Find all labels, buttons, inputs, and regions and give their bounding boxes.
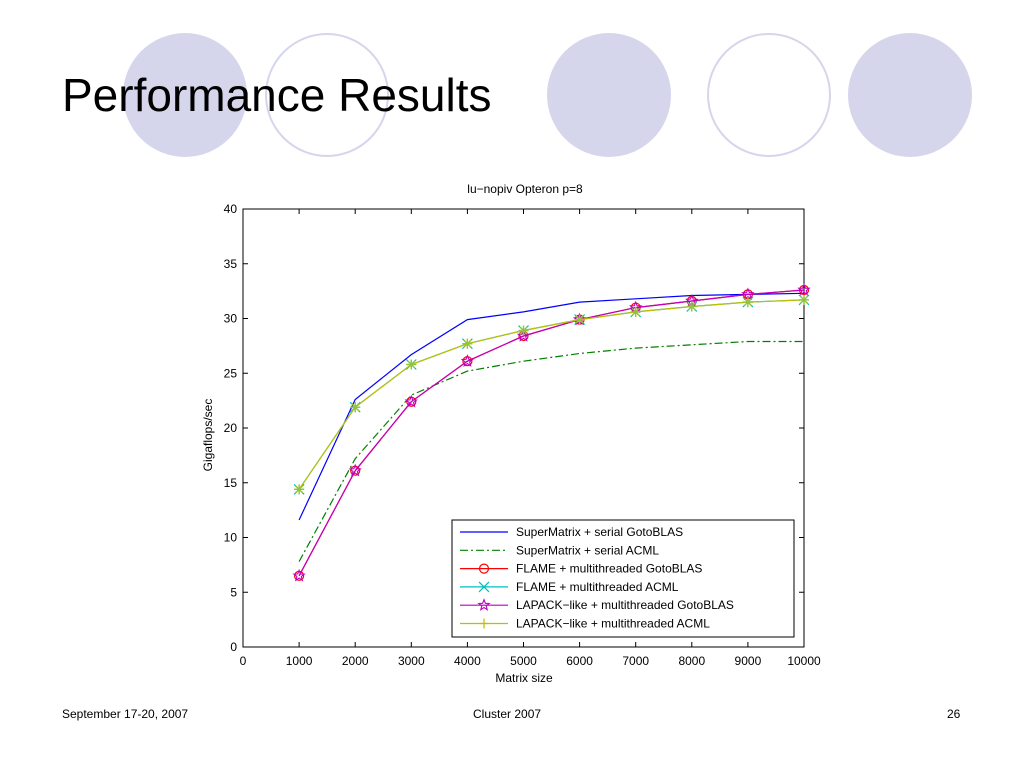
extra-markers bbox=[294, 294, 809, 495]
legend-label: SuperMatrix + serial GotoBLAS bbox=[516, 525, 683, 539]
legend-label: SuperMatrix + serial ACML bbox=[516, 543, 659, 557]
series-line bbox=[298, 292, 805, 521]
decor-circle-1 bbox=[123, 33, 247, 157]
x-tick-label: 2000 bbox=[342, 654, 369, 668]
legend-marker bbox=[478, 581, 490, 593]
legend-label: LAPACK−like + multithreaded ACML bbox=[516, 617, 710, 631]
data-point bbox=[462, 338, 473, 349]
data-point bbox=[404, 394, 419, 408]
legend-marker bbox=[477, 598, 491, 611]
legend-marker bbox=[479, 618, 489, 629]
series-2 bbox=[298, 340, 804, 562]
data-point bbox=[516, 328, 531, 342]
legend: SuperMatrix + serial GotoBLAS SuperMatrix… bbox=[451, 519, 795, 638]
data-point bbox=[686, 301, 697, 312]
x-tick-label: 0 bbox=[240, 654, 247, 668]
legend-box bbox=[451, 519, 795, 638]
x-tick-label: 3000 bbox=[398, 654, 425, 668]
series-1 bbox=[298, 292, 805, 521]
decor-ring-1 bbox=[265, 33, 389, 157]
decor-ring-2 bbox=[707, 33, 831, 157]
x-axis-label: Matrix size bbox=[495, 671, 553, 685]
x-tick-label: 7000 bbox=[622, 654, 649, 668]
data-point bbox=[574, 314, 585, 325]
y-tick-label: 10 bbox=[224, 531, 238, 545]
footer-conference: Cluster 2007 bbox=[473, 707, 542, 721]
x-tick-label: 4000 bbox=[454, 654, 481, 668]
data-point bbox=[348, 463, 362, 477]
data-point bbox=[350, 402, 361, 413]
data-point bbox=[799, 294, 809, 305]
y-tick-label: 5 bbox=[230, 585, 237, 599]
y-tick-label: 15 bbox=[224, 476, 238, 490]
data-point bbox=[797, 282, 811, 296]
decor-circle-3 bbox=[848, 33, 972, 157]
x-tick-label: 9000 bbox=[735, 654, 762, 668]
legend-label: FLAME + multithreaded ACML bbox=[516, 580, 679, 594]
legend-marker bbox=[478, 563, 490, 574]
footer-date: September 17-20, 2007 bbox=[62, 707, 189, 721]
y-tick-label: 0 bbox=[230, 640, 237, 654]
data-point bbox=[518, 325, 529, 336]
slide-title: Performance Results bbox=[62, 69, 492, 121]
chart-title: lu−nopiv Opteron p=8 bbox=[467, 182, 583, 196]
y-tick-label: 20 bbox=[224, 421, 238, 435]
series-line bbox=[298, 299, 805, 490]
series-line bbox=[298, 289, 805, 577]
data-point bbox=[630, 306, 641, 317]
y-tick-label: 30 bbox=[224, 312, 238, 326]
data-point bbox=[294, 484, 305, 495]
x-tick-label: 6000 bbox=[566, 654, 593, 668]
data-point bbox=[292, 568, 306, 582]
legend-label: FLAME + multithreaded GotoBLAS bbox=[516, 562, 702, 576]
x-tick-label: 1000 bbox=[286, 654, 313, 668]
x-tick-label: 5000 bbox=[510, 654, 537, 668]
y-tick-label: 40 bbox=[224, 202, 238, 216]
data-point bbox=[406, 359, 417, 370]
y-axis-label: Gigaflops/sec bbox=[201, 399, 215, 472]
decor-circle-2 bbox=[547, 33, 671, 157]
data-point bbox=[460, 354, 475, 367]
y-tick-label: 25 bbox=[224, 366, 238, 380]
x-tick-label: 10000 bbox=[787, 654, 821, 668]
y-tick-label: 35 bbox=[224, 257, 238, 271]
page-number: 26 bbox=[947, 707, 961, 721]
series-line bbox=[298, 340, 804, 562]
x-tick-label: 8000 bbox=[678, 654, 705, 668]
legend-label: LAPACK−like + multithreaded GotoBLAS bbox=[516, 598, 734, 612]
data-point bbox=[742, 297, 753, 308]
data-point bbox=[741, 287, 755, 301]
